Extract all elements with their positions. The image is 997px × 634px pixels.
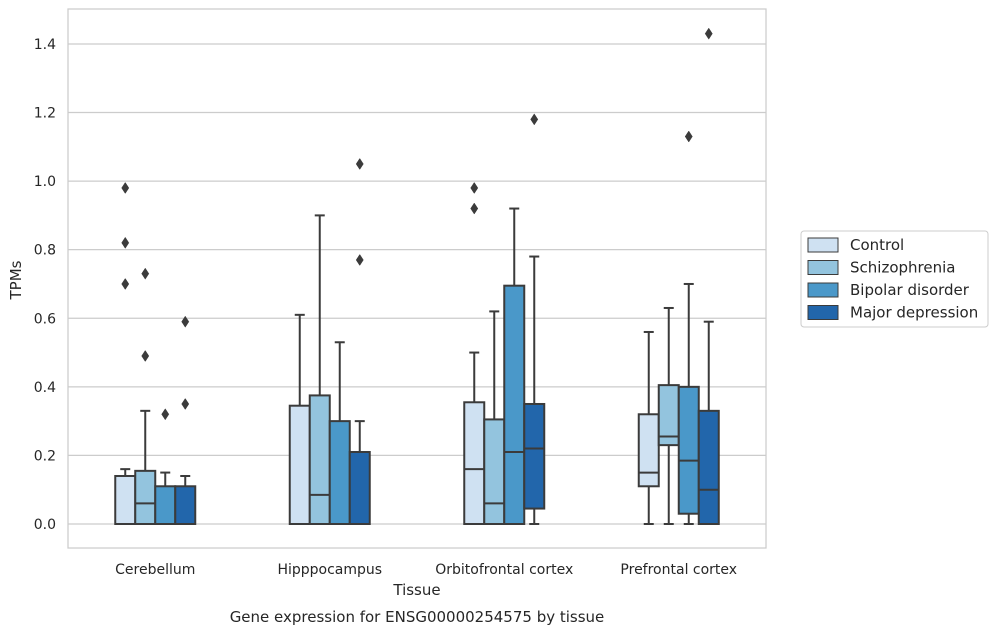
box bbox=[308, 394, 331, 525]
y-tick-label: 1.0 bbox=[34, 174, 56, 190]
x-axis-label: Tissue bbox=[392, 581, 440, 599]
outlier-point bbox=[530, 113, 539, 126]
box-group bbox=[697, 27, 720, 525]
box bbox=[348, 450, 371, 525]
outlier-point bbox=[121, 236, 130, 249]
legend-label: Bipolar disorder bbox=[850, 281, 970, 299]
plot-area-background bbox=[68, 9, 766, 548]
box bbox=[154, 485, 177, 526]
box-group bbox=[637, 330, 660, 525]
outlier-point bbox=[141, 267, 150, 280]
x-tick-label: Prefrontal cortex bbox=[620, 562, 737, 578]
outlier-point bbox=[121, 278, 130, 290]
x-tick-label: Hipppocampus bbox=[277, 562, 382, 578]
outlier-point bbox=[684, 130, 693, 143]
x-tick-label: Cerebellum bbox=[115, 562, 195, 578]
legend-frame bbox=[800, 230, 989, 328]
legend-swatch bbox=[807, 305, 839, 320]
y-tick-label: 0.4 bbox=[34, 380, 56, 396]
box bbox=[174, 485, 197, 526]
box bbox=[677, 385, 700, 515]
box bbox=[523, 402, 546, 510]
box bbox=[503, 284, 526, 526]
box-group bbox=[348, 157, 371, 525]
legend-label: Schizophrenia bbox=[850, 259, 955, 277]
box-group bbox=[523, 113, 546, 525]
box-group bbox=[463, 182, 486, 526]
x-tick-labels: Cerebellum Hipppocampus Orbitofrontal cort… bbox=[115, 562, 737, 578]
box-group bbox=[154, 408, 177, 526]
y-tick-label: 0.2 bbox=[34, 448, 56, 464]
y-tick-label: 0.0 bbox=[34, 517, 56, 533]
y-tick-labels: 0.0 0.2 0.4 0.6 0.8 1.0 1.2 1.4 bbox=[34, 37, 56, 533]
box bbox=[328, 420, 351, 526]
x-tick-label: Orbitofrontal cortex bbox=[435, 562, 573, 578]
outlier-point bbox=[355, 254, 364, 266]
y-tick-label: 0.8 bbox=[34, 243, 56, 259]
outlier-point bbox=[181, 315, 190, 328]
box-group bbox=[114, 182, 137, 525]
outlier-point bbox=[141, 350, 150, 362]
box-plots bbox=[114, 27, 720, 526]
legend-swatch bbox=[807, 237, 839, 253]
legend: Control Schizophrenia Bipolar disorder Majo… bbox=[800, 230, 989, 328]
y-tick-label: 1.2 bbox=[34, 106, 56, 122]
plot-area-frame bbox=[67, 8, 767, 549]
chart-title: Gene expression for ENSG00000254575 by t… bbox=[230, 608, 605, 626]
box bbox=[483, 418, 506, 525]
outlier-point bbox=[355, 157, 364, 170]
legend-label: Major depression bbox=[850, 304, 978, 322]
outlier-point bbox=[181, 398, 190, 410]
box-group bbox=[483, 310, 506, 525]
legend-label: Control bbox=[850, 236, 904, 254]
y-tick-label: 0.6 bbox=[34, 311, 56, 327]
box bbox=[697, 409, 720, 525]
outlier-point bbox=[470, 182, 479, 194]
legend-swatch bbox=[807, 260, 839, 275]
outlier-point bbox=[704, 27, 713, 40]
box-group bbox=[657, 306, 680, 525]
box bbox=[114, 474, 137, 525]
outlier-point bbox=[121, 182, 130, 194]
outlier-point bbox=[161, 408, 170, 421]
y-axis-label: TPMs bbox=[7, 260, 25, 300]
legend-swatch bbox=[807, 282, 839, 298]
box bbox=[288, 404, 311, 525]
y-tick-label: 1.4 bbox=[34, 37, 56, 53]
box-group bbox=[308, 214, 331, 525]
box bbox=[134, 469, 157, 525]
outlier-point bbox=[470, 202, 479, 215]
box-group bbox=[174, 315, 197, 526]
box bbox=[637, 413, 660, 488]
box bbox=[463, 401, 486, 526]
